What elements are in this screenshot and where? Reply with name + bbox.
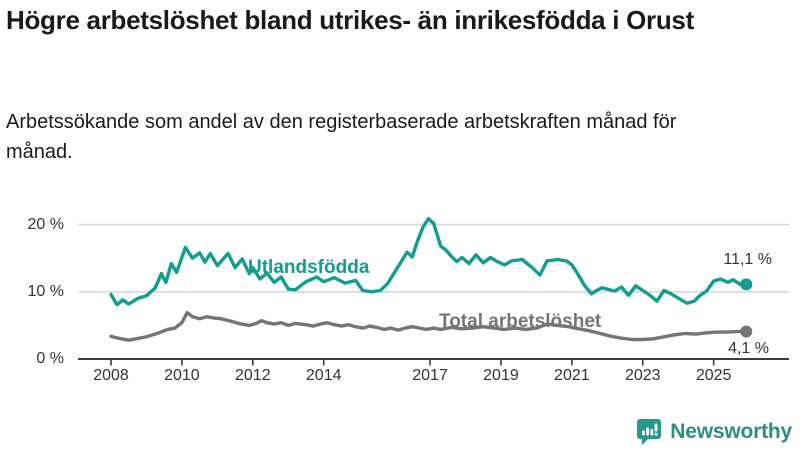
- y-tick-label-20: 20 %: [27, 215, 64, 233]
- newsworthy-logo[interactable]: Newsworthy: [636, 418, 792, 445]
- y-tick-label-10: 10 %: [27, 282, 64, 300]
- series-line-1: [109, 310, 748, 342]
- x-tick-label-2012: 2012: [235, 367, 271, 384]
- series-label-utlandsfodda: Utlandsfödda: [248, 257, 370, 278]
- end-value-label-total: 4,1 %: [728, 340, 769, 357]
- page-title: Högre arbetslöshet bland utrikes- än inr…: [6, 5, 694, 35]
- series-end-dot-1: [740, 325, 753, 338]
- y-tick-label-0: 0 %: [36, 350, 64, 367]
- x-tick-label-2008: 2008: [93, 367, 129, 384]
- series-label-total-arbetsloshet: Total arbetslöshet: [439, 311, 602, 332]
- series-line-0: [109, 216, 748, 307]
- newsworthy-brand-text: Newsworthy: [670, 419, 792, 443]
- end-value-label-utlandsfodda: 11,1 %: [723, 251, 772, 268]
- x-tick-label-2017: 2017: [412, 367, 448, 384]
- x-tick-label-2021: 2021: [554, 367, 590, 384]
- newsworthy-bar-chart-bubble-icon: [637, 419, 662, 445]
- x-tick-label-2014: 2014: [305, 367, 342, 384]
- chart-subtitle: Arbetssökande som andel av den registerb…: [6, 111, 677, 163]
- series-end-dot-0: [740, 278, 753, 291]
- x-tick-label-2010: 2010: [164, 367, 200, 384]
- x-tick-label-2023: 2023: [624, 367, 661, 384]
- x-tick-label-2019: 2019: [483, 367, 519, 384]
- x-tick-label-2025: 2025: [695, 367, 732, 384]
